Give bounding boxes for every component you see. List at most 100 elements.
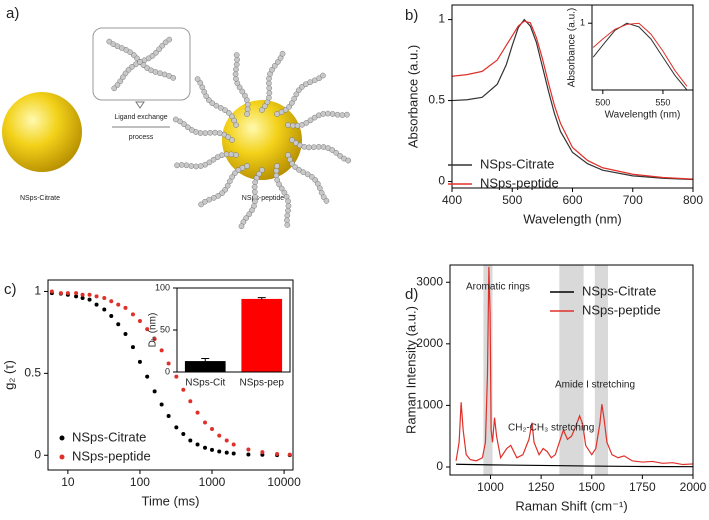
chain-bead	[242, 92, 248, 99]
x-tick-label: NSps-Cit	[185, 378, 225, 389]
chain-bead	[273, 167, 280, 174]
ligand-chains	[106, 36, 352, 230]
chain-bead	[299, 83, 305, 90]
chain-bead	[238, 223, 245, 230]
point	[159, 402, 164, 407]
x-tick-label: 500	[595, 97, 610, 107]
bar	[184, 361, 226, 372]
annotation: CH₂-CH₃ stretching	[508, 423, 594, 434]
point	[203, 445, 208, 450]
panel-label: b)	[405, 7, 418, 24]
left-label: NSps-Citrate	[20, 195, 60, 202]
chain-bead	[289, 122, 296, 129]
chain-bead	[228, 151, 235, 158]
x-tick-label: 10000	[267, 475, 301, 489]
point	[231, 451, 236, 456]
box-text: process	[129, 134, 154, 141]
chain-bead	[249, 207, 255, 214]
point	[260, 450, 265, 455]
chain-bead	[119, 74, 126, 81]
chain-bead	[303, 120, 310, 126]
point	[130, 312, 135, 317]
chain-bead	[184, 124, 191, 131]
chain-bead	[312, 177, 319, 183]
point	[130, 345, 135, 350]
point	[116, 302, 121, 307]
point	[246, 452, 251, 457]
chain-bead	[202, 130, 209, 136]
point	[123, 305, 128, 310]
point	[231, 442, 236, 447]
chain-bead	[188, 163, 195, 169]
chain-bead	[224, 182, 231, 189]
chain-bead	[210, 156, 217, 163]
point	[145, 327, 150, 332]
y-tick-label: 1	[438, 12, 445, 26]
legend-label: NSps-Citrate	[72, 429, 146, 444]
y-axis-label: Absorbance (a.u.)	[405, 45, 420, 148]
chain-bead	[274, 59, 281, 65]
line	[455, 266, 694, 466]
point	[246, 447, 251, 452]
chain-bead	[212, 129, 218, 136]
point	[188, 399, 193, 404]
point	[224, 438, 229, 443]
line	[456, 463, 694, 468]
chain-bead	[246, 211, 253, 218]
right-label: NSps-peptide	[242, 195, 285, 202]
x-tick-label: 600	[562, 193, 582, 207]
y-tick-label: 0.5	[428, 93, 445, 107]
chain-bead	[284, 222, 291, 228]
point	[195, 410, 200, 415]
panel-label: a)	[6, 5, 19, 22]
point	[123, 332, 128, 337]
x-tick-label: 700	[623, 193, 643, 207]
chain-bead	[214, 154, 221, 160]
x-tick-label: 1250	[528, 480, 555, 494]
chain-bead	[315, 144, 322, 150]
point	[102, 307, 107, 312]
chain-bead	[233, 66, 239, 73]
y-axis-label: Dₕ (nm)	[148, 313, 159, 348]
point	[109, 299, 114, 304]
x-tick-label: NSps-pep	[240, 378, 285, 389]
legend-label: NSps-Citrate	[582, 283, 656, 298]
point	[166, 413, 171, 418]
y-axis-label: Absorbance (a.u.)	[567, 8, 578, 88]
point	[116, 322, 121, 327]
chain-bead	[251, 184, 258, 190]
bar	[241, 298, 283, 372]
plot-frame	[591, 4, 694, 91]
panel-label: d)	[405, 286, 418, 303]
chain-bead	[333, 149, 340, 156]
chain-bead	[122, 70, 129, 77]
nanosphere	[2, 92, 82, 172]
chain-bead	[244, 111, 250, 117]
chain-bead	[285, 202, 292, 209]
chain-bead	[153, 49, 159, 56]
point	[195, 442, 200, 447]
chain-bead	[205, 97, 212, 103]
point	[174, 425, 179, 430]
chain-bead	[289, 137, 295, 143]
chain-bead	[251, 188, 258, 195]
point	[210, 447, 215, 452]
legend-label: NSps-peptide	[480, 175, 559, 190]
point	[87, 292, 92, 297]
plot-frame	[176, 287, 291, 373]
y-tick-label: 0	[438, 174, 445, 188]
chain-bead	[269, 66, 275, 73]
chain-bead	[198, 201, 204, 208]
point	[217, 449, 222, 454]
annotation: Aromatic rings	[466, 282, 530, 293]
panel-label: c)	[4, 281, 17, 298]
chain-bead	[323, 198, 330, 204]
point	[203, 420, 208, 425]
error-bar	[201, 358, 210, 364]
plot-frame	[451, 4, 694, 189]
chain-bead	[310, 144, 317, 151]
point	[181, 387, 186, 392]
y-tick-label: 1	[580, 18, 585, 28]
point	[159, 348, 164, 353]
point	[80, 292, 85, 297]
